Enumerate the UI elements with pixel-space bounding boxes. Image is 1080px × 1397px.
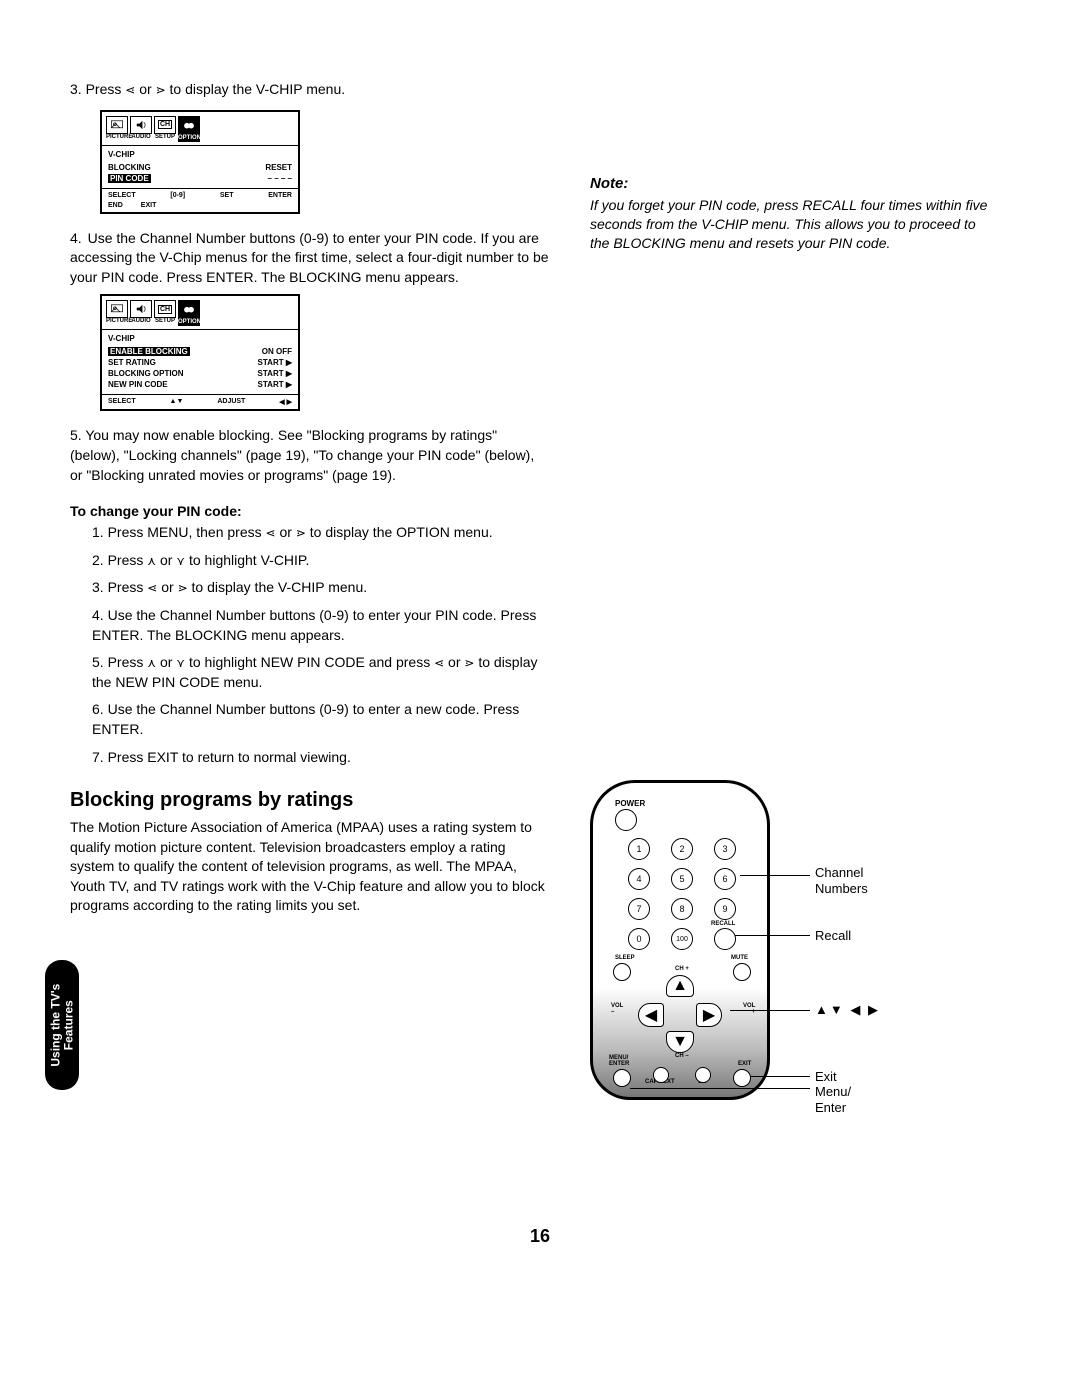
- num-7: 7: [628, 898, 650, 920]
- pin-change-heading: To change your PIN code:: [70, 503, 550, 519]
- power-button: [615, 809, 637, 831]
- recall-button: [714, 928, 736, 950]
- note-heading: Note:: [590, 175, 990, 192]
- pin-step-4: 4. Use the Channel Number buttons (0-9) …: [92, 606, 550, 645]
- note-body: If you forget your PIN code, press RECAL…: [590, 196, 990, 253]
- callout-channel-numbers: Channel Numbers: [815, 865, 868, 896]
- captext-button: [653, 1067, 669, 1083]
- num-100: 100: [671, 928, 693, 950]
- tab-setup-icon: CH: [154, 116, 176, 134]
- dpad-up: ▲: [666, 975, 694, 997]
- tab-picture-icon: [106, 116, 128, 134]
- section-heading: Blocking programs by ratings: [70, 789, 550, 812]
- osd-menu-vchip-blocking: CH PICTURE AUDIO SETUP OPTION V-CHIP ENA…: [100, 294, 300, 411]
- page-number: 16: [0, 1226, 1080, 1247]
- dpad-right: ▶: [696, 1003, 722, 1027]
- num-9: 9: [714, 898, 736, 920]
- section-body: The Motion Picture Association of Americ…: [70, 818, 550, 916]
- callout-menu-enter: Menu/ Enter: [815, 1084, 851, 1115]
- side-tab: Using the TV's Features: [45, 960, 79, 1090]
- num-0: 0: [628, 928, 650, 950]
- callout-arrows: ▲▼ ◀ ▶: [815, 1002, 880, 1018]
- dpad-down: ▼: [666, 1031, 694, 1053]
- menu-enter-button: [613, 1069, 631, 1087]
- pin-step-3: 3. Press ⋖ or ⋗ to display the V-CHIP me…: [92, 578, 550, 598]
- step-5: 5. You may now enable blocking. See "Blo…: [70, 426, 550, 485]
- tab-setup-icon: CH: [154, 300, 176, 318]
- step-num: 3.: [70, 81, 82, 97]
- remote-illustration: POWER 1 2 3 4 5 6 7 8 9 0 100 RECALL SLE…: [590, 780, 990, 1100]
- pin-step-1: 1. Press MENU, then press ⋖ or ⋗ to disp…: [92, 523, 550, 543]
- pin-step-2: 2. Press ⋏ or ⋎ to highlight V-CHIP.: [92, 551, 550, 571]
- osd-menu-vchip-pin: CH PICTURE AUDIO SETUP OPTION V-CHIP BLO…: [100, 110, 300, 214]
- callout-exit: Exit: [815, 1069, 837, 1085]
- sleep-button: [613, 963, 631, 981]
- pin-step-7: 7. Press EXIT to return to normal viewin…: [92, 748, 550, 768]
- tab-option-icon: [178, 300, 200, 318]
- pin-step-6: 6. Use the Channel Number buttons (0-9) …: [92, 700, 550, 739]
- num-1: 1: [628, 838, 650, 860]
- num-3: 3: [714, 838, 736, 860]
- num-5: 5: [671, 868, 693, 890]
- pin-step-5: 5. Press ⋏ or ⋎ to highlight NEW PIN COD…: [92, 653, 550, 692]
- num-2: 2: [671, 838, 693, 860]
- left-arrow-icon: ⋖: [125, 83, 135, 97]
- tab-audio-icon: [130, 116, 152, 134]
- num-8: 8: [671, 898, 693, 920]
- tab-picture-icon: [106, 300, 128, 318]
- half-button: [695, 1067, 711, 1083]
- step-3: 3. Press ⋖ or ⋗ to display the V-CHIP me…: [70, 80, 550, 100]
- tab-option-icon: [178, 116, 200, 134]
- callout-recall: Recall: [815, 928, 851, 944]
- num-4: 4: [628, 868, 650, 890]
- dpad-left: ◀: [638, 1003, 664, 1027]
- exit-button: [733, 1069, 751, 1087]
- step-4: 4. Use the Channel Number buttons (0-9) …: [70, 229, 550, 288]
- right-arrow-icon: ⋗: [156, 83, 166, 97]
- tab-audio-icon: [130, 300, 152, 318]
- num-6: 6: [714, 868, 736, 890]
- mute-button: [733, 963, 751, 981]
